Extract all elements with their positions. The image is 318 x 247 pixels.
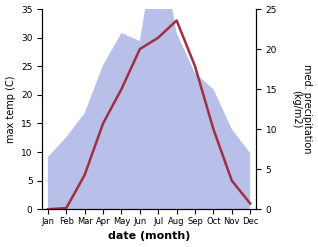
X-axis label: date (month): date (month): [108, 231, 190, 242]
Y-axis label: max temp (C): max temp (C): [5, 75, 16, 143]
Y-axis label: med. precipitation
(kg/m2): med. precipitation (kg/m2): [291, 64, 313, 154]
